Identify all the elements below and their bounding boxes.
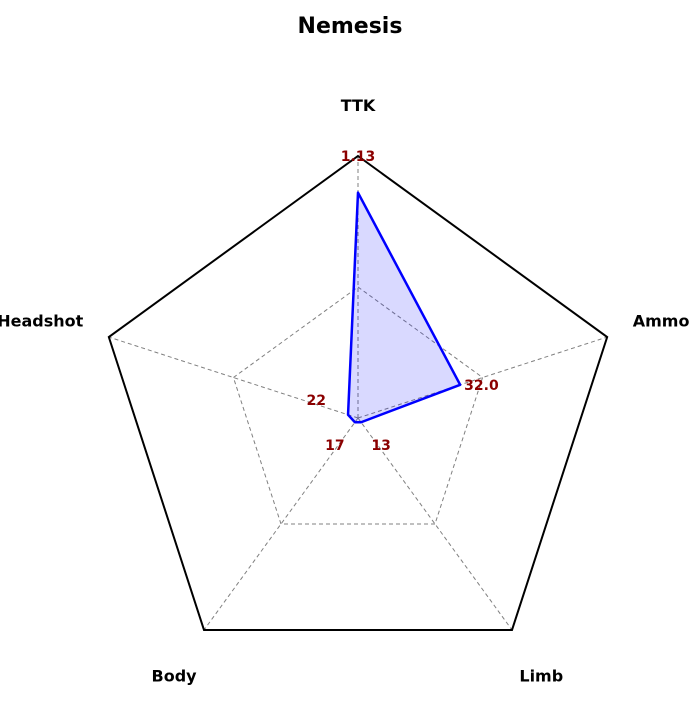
spoke-ammo: [357, 336, 608, 419]
value-label-ammo: 32.0: [464, 378, 499, 394]
grid-ring-0: [232, 286, 484, 525]
value-label-limb: 13: [371, 438, 390, 454]
axis-label-headshot: Headshot: [0, 312, 84, 331]
chart-title: Nemesis: [298, 14, 403, 39]
series-layer: [346, 191, 462, 424]
spoke-headshot: [108, 336, 359, 419]
axis-label-body: Body: [152, 666, 198, 685]
series-polygon: [346, 191, 462, 424]
value-label-ttk: 1.13: [341, 149, 376, 165]
label-layer: TTK Ammo Limb Body Headshot 1.13 32.0 13 17 22: [0, 96, 689, 685]
grid-layer: [107, 154, 609, 631]
outer-frame: [107, 154, 609, 631]
axis-label-ttk: TTK: [341, 96, 376, 115]
spoke-limb: [357, 417, 513, 631]
axis-label-ammo: Ammo: [633, 312, 690, 331]
value-label-body: 17: [325, 438, 344, 454]
spoke-body: [203, 417, 359, 631]
axis-label-limb: Limb: [519, 666, 563, 685]
value-label-headshot: 22: [307, 393, 326, 409]
